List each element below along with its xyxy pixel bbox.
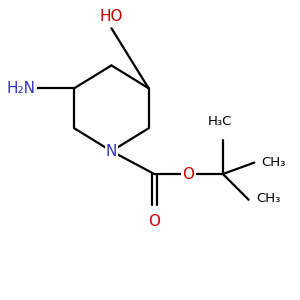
Text: H₂N: H₂N xyxy=(7,81,36,96)
Text: H₃C: H₃C xyxy=(208,115,232,128)
Text: N: N xyxy=(106,144,117,159)
Text: CH₃: CH₃ xyxy=(256,192,280,205)
Text: HO: HO xyxy=(100,9,123,24)
Text: O: O xyxy=(183,167,195,182)
Text: O: O xyxy=(148,214,160,229)
Text: CH₃: CH₃ xyxy=(262,156,286,169)
